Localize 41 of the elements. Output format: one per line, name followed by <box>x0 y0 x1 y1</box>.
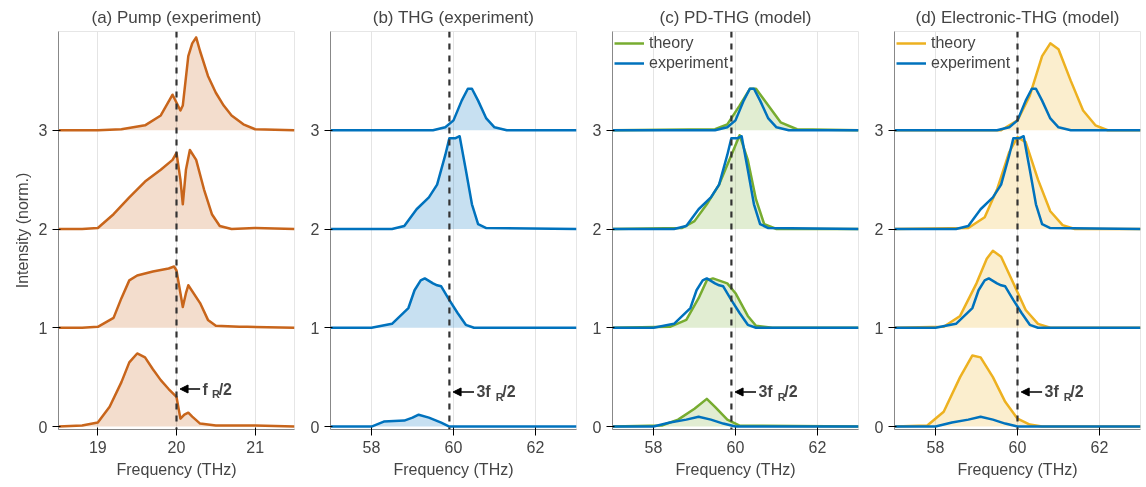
y-tick-label: 2 <box>38 221 48 239</box>
x-tick-label: 21 <box>246 438 265 456</box>
y-tick-label: 3 <box>592 122 602 140</box>
y-tick-label: 0 <box>874 418 884 436</box>
y-tick-label: 0 <box>38 418 48 436</box>
legend-label: theory <box>931 34 976 52</box>
legend-label: theory <box>649 34 694 52</box>
y-tick-label: 2 <box>874 221 884 239</box>
legend-label: experiment <box>931 54 1011 72</box>
y-tick-label: 0 <box>310 418 320 436</box>
x-tick-label: 60 <box>444 438 463 456</box>
x-tick-label: 60 <box>726 438 745 456</box>
x-tick-label: 58 <box>926 438 945 456</box>
chart-title: (d) Electronic-THG (model) <box>915 7 1120 27</box>
x-tick-label: 19 <box>88 438 107 456</box>
y-tick-label: 2 <box>592 221 602 239</box>
x-tick-label: 58 <box>644 438 663 456</box>
y-tick-label: 1 <box>874 319 884 337</box>
x-tick-label: 20 <box>167 438 186 456</box>
chart-title: (b) THG (experiment) <box>372 7 534 27</box>
x-axis-title: Frequency (THz) <box>393 460 514 478</box>
chart-title: (a) Pump (experiment) <box>91 7 262 27</box>
y-axis-title: Intensity (norm.) <box>13 172 31 289</box>
chart-title: (c) PD-THG (model) <box>659 7 812 27</box>
x-tick-label: 62 <box>526 438 545 456</box>
x-tick-label: 58 <box>362 438 381 456</box>
y-tick-label: 3 <box>874 122 884 140</box>
y-tick-label: 3 <box>38 122 48 140</box>
y-tick-label: 2 <box>310 221 320 239</box>
y-tick-label: 0 <box>592 418 602 436</box>
x-axis-title: Frequency (THz) <box>675 460 796 478</box>
x-tick-label: 62 <box>808 438 827 456</box>
x-axis-title: Frequency (THz) <box>116 460 237 478</box>
y-tick-label: 3 <box>310 122 320 140</box>
x-tick-label: 60 <box>1008 438 1027 456</box>
x-axis-title: Frequency (THz) <box>957 460 1078 478</box>
x-tick-label: 62 <box>1090 438 1109 456</box>
legend-label: experiment <box>649 54 729 72</box>
y-tick-label: 1 <box>38 319 48 337</box>
y-tick-label: 1 <box>310 319 320 337</box>
y-tick-label: 1 <box>592 319 602 337</box>
